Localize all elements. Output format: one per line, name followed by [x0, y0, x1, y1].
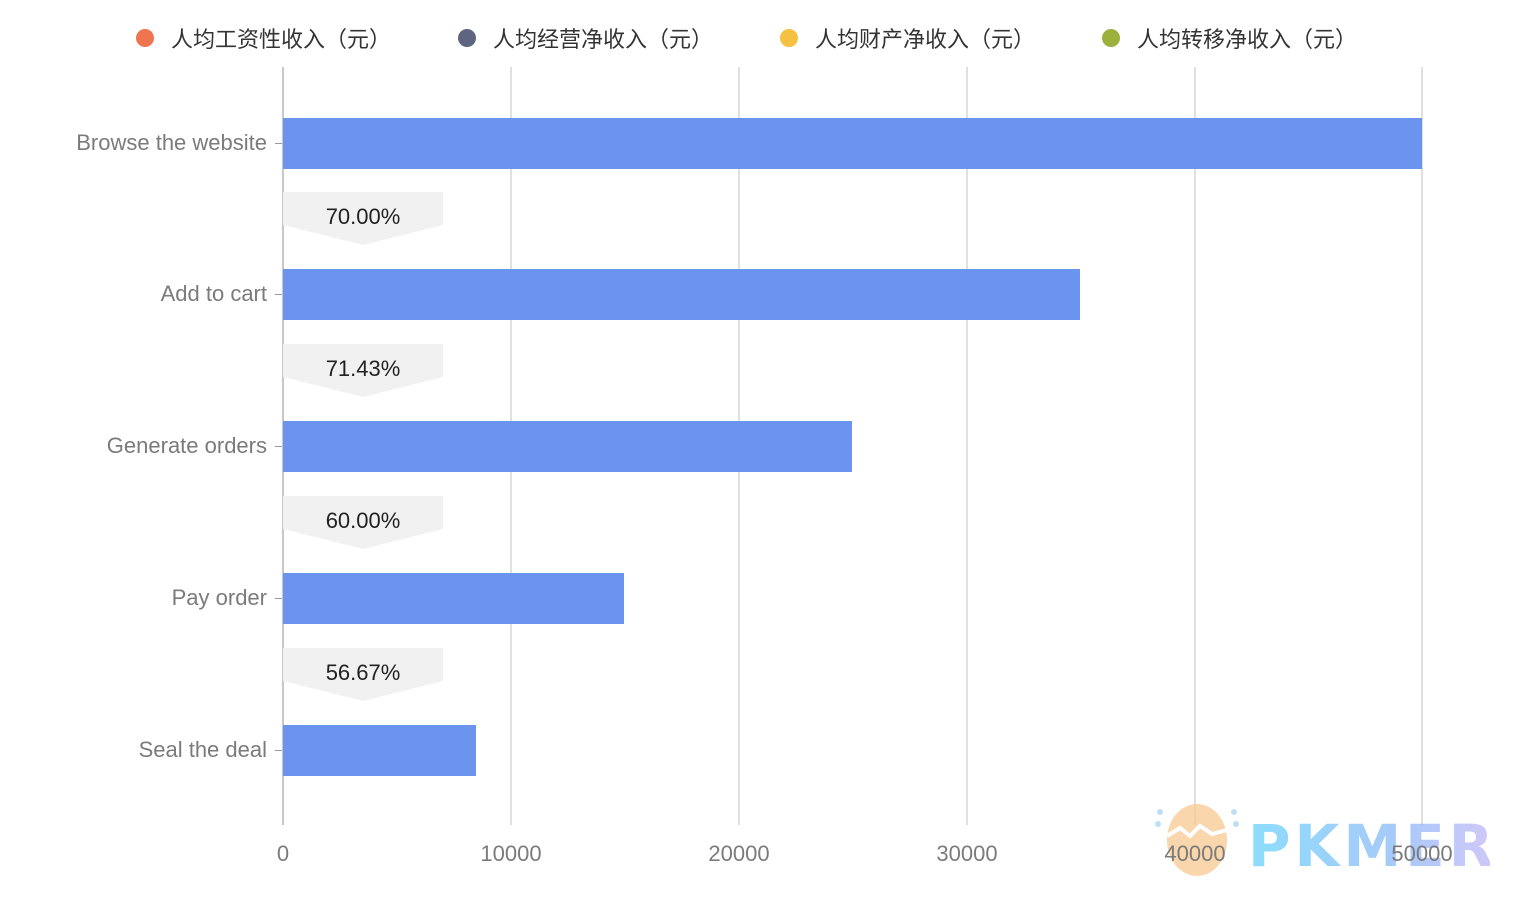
- x-axis-label: 30000: [936, 841, 998, 866]
- gridline: [1194, 67, 1196, 825]
- y-tick: [275, 294, 282, 295]
- bar-pay-order[interactable]: [283, 573, 624, 624]
- conversion-rate: 56.67%: [325, 660, 401, 685]
- gridline: [1421, 67, 1423, 825]
- conversion-rate: 70.00%: [325, 204, 401, 229]
- bar-browse-the-website[interactable]: [283, 118, 1422, 169]
- legend-item-property-income[interactable]: 人均财产净收入（元）: [780, 22, 1035, 54]
- arrow-down-shape-icon: [283, 192, 443, 245]
- x-axis-label: 20000: [708, 841, 770, 866]
- legend-dot-icon: [458, 29, 476, 47]
- y-tick: [275, 446, 282, 447]
- y-tick: [275, 598, 282, 599]
- y-tick: [275, 143, 282, 144]
- legend-item-wage-income[interactable]: 人均工资性收入（元）: [136, 22, 391, 54]
- conversion-rate: 60.00%: [325, 508, 401, 533]
- y-axis-label: Browse the website: [76, 130, 267, 155]
- legend-dot-icon: [136, 29, 154, 47]
- legend-label: 人均转移净收入（元）: [1137, 28, 1358, 53]
- legend-dot-icon: [780, 29, 798, 47]
- conversion-arrow: 71.43%: [283, 344, 443, 397]
- pkmer-watermark: PKMER: [1150, 800, 1493, 880]
- legend-label: 人均工资性收入（元）: [171, 28, 392, 53]
- legend-label: 人均经营净收入（元）: [493, 28, 714, 53]
- x-axis-label: 10000: [480, 841, 542, 866]
- gridline: [966, 67, 968, 825]
- pkmer-logo-icon: PKMER: [1155, 804, 1493, 880]
- legend-dot-icon: [1102, 29, 1120, 47]
- y-axis-label: Add to cart: [160, 281, 267, 306]
- conversion-arrow: 60.00%: [283, 496, 443, 549]
- y-axis-label: Seal the deal: [138, 737, 267, 762]
- bar-generate-orders[interactable]: [283, 421, 852, 472]
- legend-item-business-income[interactable]: 人均经营净收入（元）: [458, 22, 713, 54]
- y-axis-label: Pay order: [171, 585, 267, 610]
- arrow-down-shape-icon: [283, 344, 443, 397]
- bar-add-to-cart[interactable]: [283, 269, 1080, 320]
- arrow-down-shape-icon: [283, 496, 443, 549]
- conversion-rate: 71.43%: [325, 356, 401, 381]
- svg-text:PKMER: PKMER: [1248, 812, 1490, 880]
- arrow-down-shape-icon: [283, 648, 443, 701]
- y-axis-label: Generate orders: [106, 433, 267, 458]
- legend-item-transfer-income[interactable]: 人均转移净收入（元）: [1102, 22, 1357, 54]
- legend-label: 人均财产净收入（元）: [815, 28, 1036, 53]
- conversion-arrow: 70.00%: [283, 192, 443, 245]
- conversion-arrow: 56.67%: [283, 648, 443, 701]
- x-axis-label: 0: [276, 841, 290, 866]
- x-axis-label: 40000: [1164, 841, 1226, 866]
- y-tick: [275, 750, 282, 751]
- bar-seal-the-deal[interactable]: [283, 725, 476, 776]
- x-axis-label: 50000: [1391, 841, 1453, 866]
- chart-legend: 人均工资性收入（元） 人均经营净收入（元） 人均财产净收入（元） 人均转移净收入…: [0, 22, 1514, 54]
